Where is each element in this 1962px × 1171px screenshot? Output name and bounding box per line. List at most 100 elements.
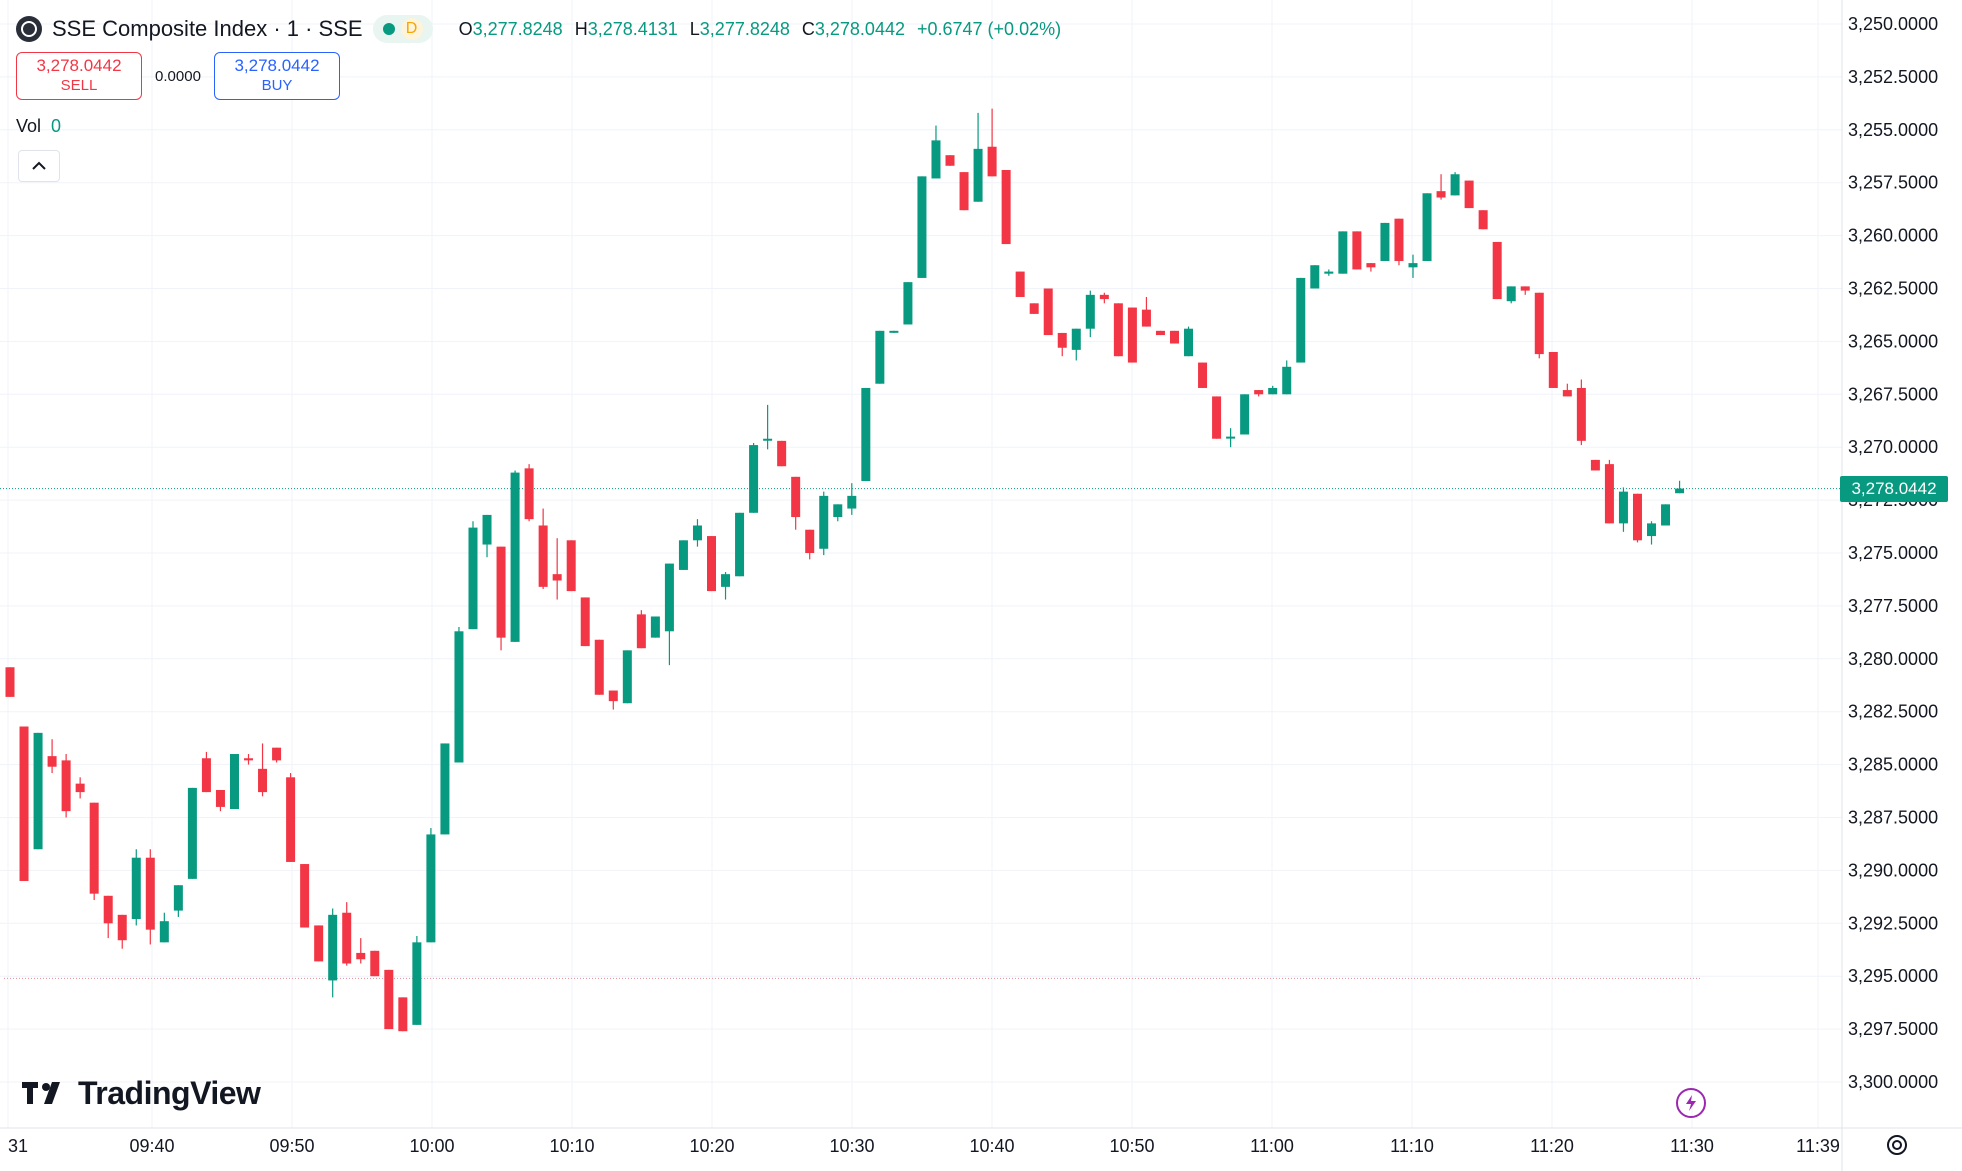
candle (1464, 180, 1474, 209)
candle-body (1604, 464, 1614, 524)
candle (117, 914, 127, 949)
candle (707, 536, 716, 592)
candle (735, 512, 745, 577)
candle-body (1324, 271, 1334, 274)
candle-body (1212, 396, 1222, 439)
candle-body (735, 512, 745, 577)
candle-body (1534, 292, 1544, 355)
sell-button[interactable]: 3,278.0442 SELL (16, 52, 142, 100)
candle-body (33, 732, 43, 850)
candle (33, 732, 43, 850)
ohlc-close: C3,278.0442 (802, 19, 905, 40)
candle (1240, 394, 1250, 435)
candle-body (1464, 180, 1474, 209)
candle-body (1226, 436, 1236, 439)
candle-body (300, 864, 310, 928)
candle (47, 739, 57, 774)
candle (131, 849, 141, 926)
candle (1352, 231, 1362, 270)
candle (1590, 459, 1600, 471)
candle-body (47, 756, 57, 767)
price-axis[interactable]: 3,250.0000 3,252.5000 3,255.0000 3,257.5000… (1848, 14, 1938, 1092)
candle (1436, 174, 1446, 200)
y-tick-label: 3,262.5000 (1848, 279, 1938, 299)
y-tick-label: 3,280.0000 (1848, 649, 1938, 669)
candle-body (1478, 210, 1488, 230)
candle (412, 935, 422, 1025)
settings-icon (1887, 1135, 1907, 1155)
candle (1675, 480, 1685, 494)
candle-body (777, 440, 787, 467)
candle-body (1127, 307, 1137, 363)
candle-body (1492, 241, 1502, 300)
candle (75, 777, 85, 799)
candle-body (622, 650, 632, 704)
candle (103, 895, 113, 939)
candle-body (1071, 328, 1081, 350)
candle-body (1240, 394, 1250, 435)
candle (1408, 254, 1418, 278)
chevron-up-icon (32, 161, 46, 170)
y-tick-label: 3,300.0000 (1848, 1072, 1938, 1092)
candle-body (1380, 222, 1390, 261)
candle (524, 464, 534, 522)
tradingview-brand[interactable]: TradingView (22, 1075, 261, 1112)
y-tick-label: 3,252.5000 (1848, 67, 1938, 87)
candle-body (384, 969, 394, 1030)
collapse-legend-button[interactable] (18, 150, 60, 182)
status-dot-icon (382, 23, 395, 35)
symbol-title[interactable]: SSE Composite Index · 1 · SSE (52, 16, 363, 41)
candle (215, 789, 225, 812)
candle-body (1085, 294, 1095, 329)
candle (931, 125, 941, 179)
candle-body (1001, 170, 1011, 245)
candle-body (482, 514, 492, 545)
ohlc-values: O3,277.8248 H3,278.4131 L3,277.8248 C3,2… (459, 19, 1062, 40)
candle-body (945, 155, 955, 166)
candle-body (187, 787, 197, 879)
ohlc-low-value: 3,277.8248 (699, 18, 790, 39)
candle-body (1618, 491, 1628, 524)
candle-body (19, 726, 29, 881)
candle (1478, 210, 1488, 230)
candle (678, 540, 688, 570)
candle-body (1675, 488, 1685, 494)
candle-body (608, 690, 618, 702)
symbol-header: SSE Composite Index · 1 · SSE D O3,277.8… (16, 12, 1061, 46)
buy-label: BUY (261, 77, 293, 94)
lightning-button[interactable] (1676, 1088, 1706, 1118)
candle (1520, 286, 1530, 295)
candle-body (524, 468, 534, 520)
buy-price: 3,278.0442 (234, 56, 320, 75)
candle (566, 540, 576, 592)
candle-body (664, 563, 674, 632)
candle-body (496, 546, 506, 638)
candle (398, 997, 408, 1032)
candle (426, 828, 436, 943)
candle (1029, 303, 1039, 314)
candle (903, 282, 913, 325)
ohlc-close-key: C (801, 18, 815, 39)
candle (1212, 396, 1222, 439)
candle (1366, 263, 1376, 272)
candles-layer (5, 108, 1685, 1032)
candle-body (721, 574, 731, 587)
settings-button[interactable] (1883, 1131, 1911, 1159)
candle (384, 969, 394, 1030)
candle-body (1254, 390, 1264, 395)
candle-body (594, 639, 604, 695)
volume-legend[interactable]: Vol 0 (16, 116, 61, 137)
time-axis[interactable]: 31 09:40 09:50 10:00 10:10 10:20 10:30 10:40 10:… (8, 1136, 1840, 1156)
x-tick-label: 10:20 (689, 1136, 734, 1156)
candle (1296, 277, 1306, 363)
spread-value: 0.0000 (155, 67, 201, 85)
ohlc-low-key: L (689, 18, 700, 39)
candle-body (510, 472, 520, 642)
candle (159, 912, 169, 943)
candle-body (1506, 286, 1516, 302)
market-status-pill[interactable]: D (372, 15, 433, 43)
buy-button[interactable]: 3,278.0442 BUY (214, 52, 340, 100)
candle (1576, 379, 1586, 446)
